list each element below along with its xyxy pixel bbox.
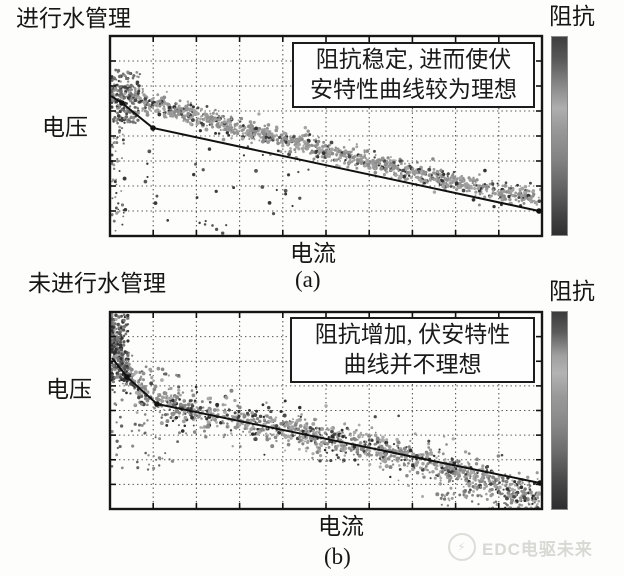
chart-b-panel-caption: (b): [324, 544, 351, 569]
chart-a-colorbar: [551, 36, 568, 236]
chart-b-annotation-line1: 阻抗增加, 伏安特性: [314, 322, 511, 347]
watermark: ⚡ EDC电驱未来: [448, 533, 593, 561]
chart-a-colorbar-label: 阻抗: [549, 4, 595, 29]
chart-b-annotation-box: 阻抗增加, 伏安特性 曲线并不理想: [290, 317, 535, 383]
edc-logo-icon: ⚡: [448, 533, 476, 561]
chart-a-xlabel: 电流: [290, 241, 336, 266]
chart-a-title: 进行水管理: [16, 6, 131, 31]
chart-b-ylabel: 电压: [46, 377, 92, 402]
chart-a-annotation-box: 阻抗稳定, 进而使伏 安特性曲线较为理想: [292, 42, 535, 108]
chart-a-annotation-line2: 安特性曲线较为理想: [310, 77, 517, 102]
chart-b-annotation-line2: 曲线并不理想: [343, 352, 482, 377]
chart-a-panel-caption: (a): [295, 267, 321, 292]
chart-b-xlabel: 电流: [318, 514, 364, 539]
chart-a-plot-area: [108, 34, 544, 238]
chart-a-ylabel: 电压: [42, 115, 88, 140]
watermark-text: EDC电驱未来: [482, 539, 593, 559]
chart-b-colorbar-label: 阻抗: [549, 279, 595, 304]
chart-b-colorbar: [551, 311, 568, 510]
chart-b-title: 未进行水管理: [28, 271, 166, 296]
chart-a-annotation-line1: 阻抗稳定, 进而使伏: [315, 47, 512, 72]
